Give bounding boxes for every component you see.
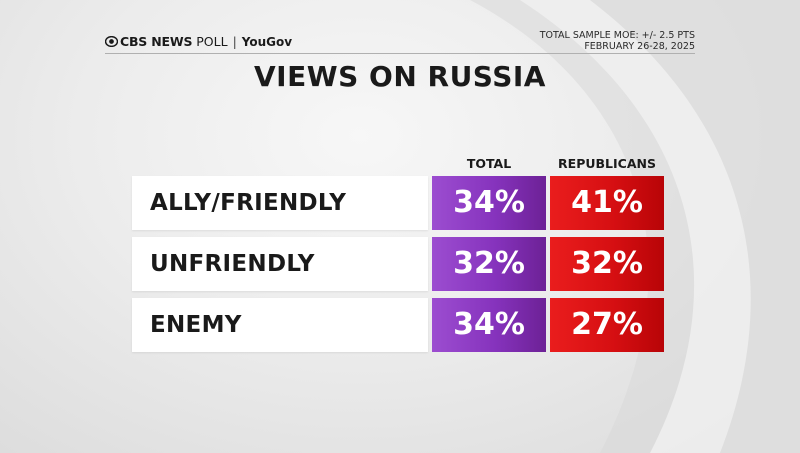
total-value-cell: 34% (432, 298, 546, 352)
republicans-value-cell: 32% (550, 237, 664, 291)
column-header-total: TOTAL (466, 156, 512, 171)
poll-dates: FEBRUARY 26-28, 2025 (584, 41, 695, 52)
cbs-eye-icon (105, 36, 118, 47)
chart-title: VIEWS ON RUSSIA (254, 60, 546, 93)
row-label-cell: ENEMY (132, 298, 428, 352)
brand-name: CBS NEWS (120, 34, 193, 49)
total-value-cell: 32% (432, 237, 546, 291)
republicans-value-cell: 41% (550, 176, 664, 230)
republicans-value-cell: 27% (550, 298, 664, 352)
header-divider (105, 53, 695, 54)
row-label-cell: ALLY/FRIENDLY (132, 176, 428, 230)
row-label: ENEMY (150, 312, 242, 338)
moe-text: TOTAL SAMPLE MOE: +/- 2.5 PTS (539, 30, 695, 41)
brand-poll: POLL (196, 34, 228, 49)
row-label-cell: UNFRIENDLY (132, 237, 428, 291)
row-label: UNFRIENDLY (150, 251, 315, 277)
total-value-cell: 34% (432, 176, 546, 230)
poll-meta: TOTAL SAMPLE MOE: +/- 2.5 PTS FEBRUARY 2… (540, 30, 695, 52)
brand-separator: | (232, 34, 237, 49)
header-bar: CBS NEWS POLL | YouGov TOTAL SAMPLE MOE:… (105, 30, 695, 52)
column-header-republicans: REPUBLICANS (558, 156, 656, 171)
cbs-news-poll-logo: CBS NEWS POLL | YouGov (105, 34, 292, 49)
partner-name: YouGov (241, 34, 293, 49)
row-label: ALLY/FRIENDLY (150, 190, 347, 216)
